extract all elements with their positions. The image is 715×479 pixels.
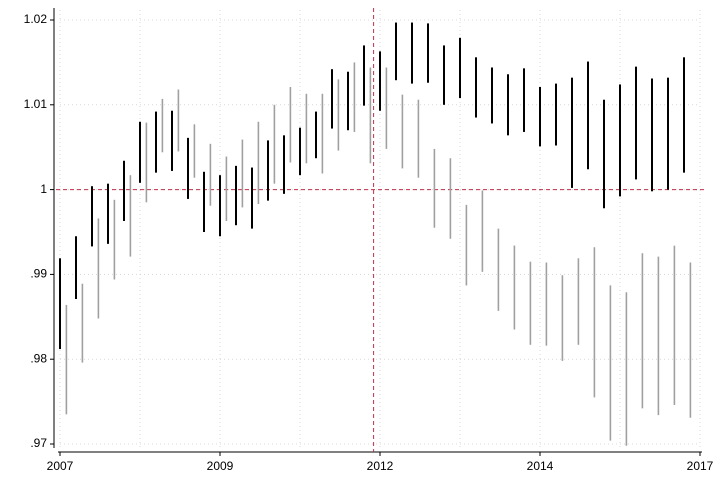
x-tick-label: 2017	[687, 459, 714, 473]
y-tick-label: 1.01	[24, 97, 48, 111]
y-tick-label: 1.02	[24, 12, 48, 26]
y-tick-label: .99	[30, 267, 47, 281]
x-tick-label: 2009	[207, 459, 234, 473]
x-tick-label: 2014	[527, 459, 554, 473]
x-tick-label: 2012	[367, 459, 394, 473]
y-tick-label: .98	[30, 351, 47, 365]
x-tick-label: 2007	[47, 459, 74, 473]
y-tick-label: .97	[30, 436, 47, 450]
y-tick-label: 1	[40, 182, 47, 196]
